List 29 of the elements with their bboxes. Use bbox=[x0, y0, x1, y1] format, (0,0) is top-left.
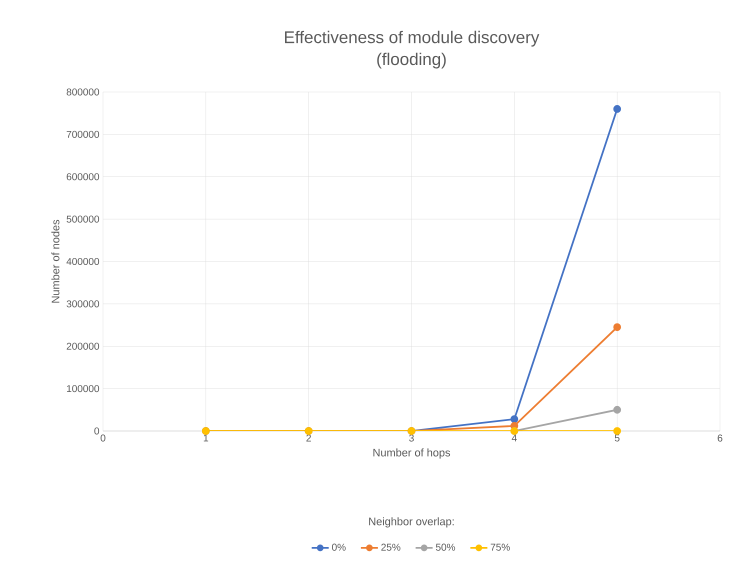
y-tick-label: 100000 bbox=[67, 385, 100, 392]
legend-label: 75% bbox=[490, 544, 510, 551]
legend-title: Neighbor overlap: bbox=[369, 517, 454, 528]
point bbox=[613, 427, 622, 435]
chart-title: Effectiveness of module discovery (flooding) bbox=[285, 30, 540, 68]
x-tick-label: 3 bbox=[409, 434, 414, 442]
x-tick-label: 1 bbox=[204, 434, 208, 442]
x-tick-label: 2 bbox=[306, 434, 311, 442]
y-tick-label: 800000 bbox=[66, 88, 100, 96]
y-tick-label: 500000 bbox=[66, 216, 100, 223]
legend-label: 50% bbox=[436, 544, 456, 551]
point bbox=[613, 323, 622, 332]
legend-label: 0% bbox=[332, 544, 346, 551]
y-tick-label: 400000 bbox=[66, 258, 100, 266]
y-tick-label: 700000 bbox=[66, 130, 100, 138]
point bbox=[613, 105, 622, 113]
x-tick-label: 0 bbox=[100, 434, 106, 442]
x-axis-title: Number of hops bbox=[373, 448, 450, 459]
x-tick-label: 5 bbox=[614, 434, 620, 442]
point bbox=[613, 406, 622, 414]
y-tick-label: 300000 bbox=[66, 300, 100, 308]
y-axis-title: Number of nodes bbox=[51, 220, 60, 303]
point bbox=[510, 415, 518, 424]
x-tick-label: 4 bbox=[512, 434, 517, 442]
y-tick-label: 600000 bbox=[66, 173, 100, 180]
legend-label: 25% bbox=[381, 544, 400, 551]
y-tick-label: 200000 bbox=[66, 342, 100, 350]
x-tick-label: 6 bbox=[718, 434, 722, 442]
y-tick-label: 0 bbox=[94, 427, 100, 435]
